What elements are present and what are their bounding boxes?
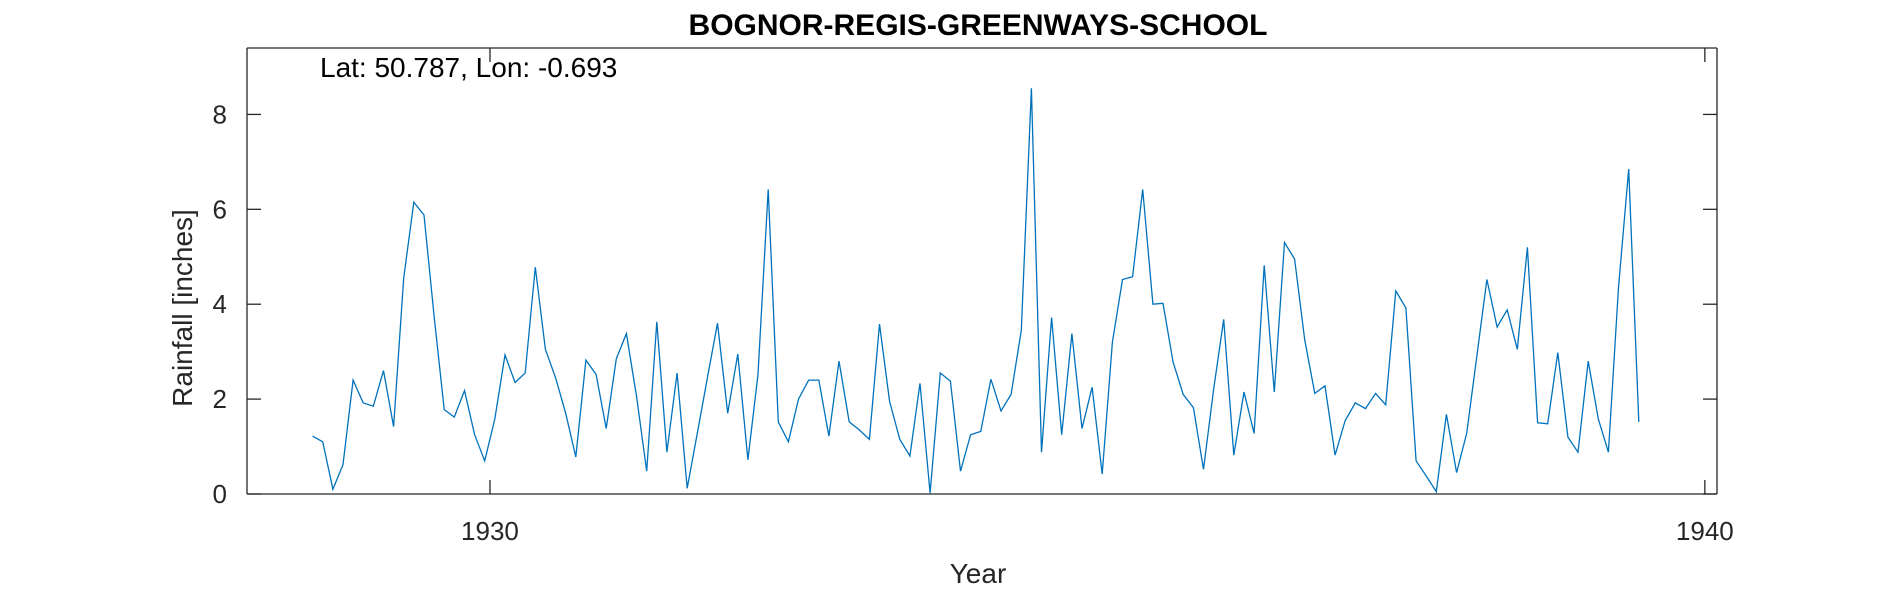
axes [246, 47, 1718, 495]
y-tick-label: 0 [213, 479, 227, 509]
x-tick-label: 1940 [1676, 516, 1734, 546]
y-tick-label: 2 [213, 384, 227, 414]
y-tick-label: 4 [213, 289, 227, 319]
y-axis-label: Rainfall [inches] [167, 209, 198, 407]
x-tick-label: 1930 [461, 516, 519, 546]
y-tick-label: 8 [213, 99, 227, 129]
location-annotation: Lat: 50.787, Lon: -0.693 [320, 52, 617, 83]
series-group [312, 88, 1640, 494]
rainfall-series-line [312, 88, 1640, 494]
y-tick-label: 6 [213, 194, 227, 224]
ticks: 0 2 4 6 8 1930 1940 [213, 48, 1734, 546]
chart-title: BOGNOR-REGIS-GREENWAYS-SCHOOL [689, 9, 1268, 42]
x-axis-label: Year [950, 558, 1007, 589]
